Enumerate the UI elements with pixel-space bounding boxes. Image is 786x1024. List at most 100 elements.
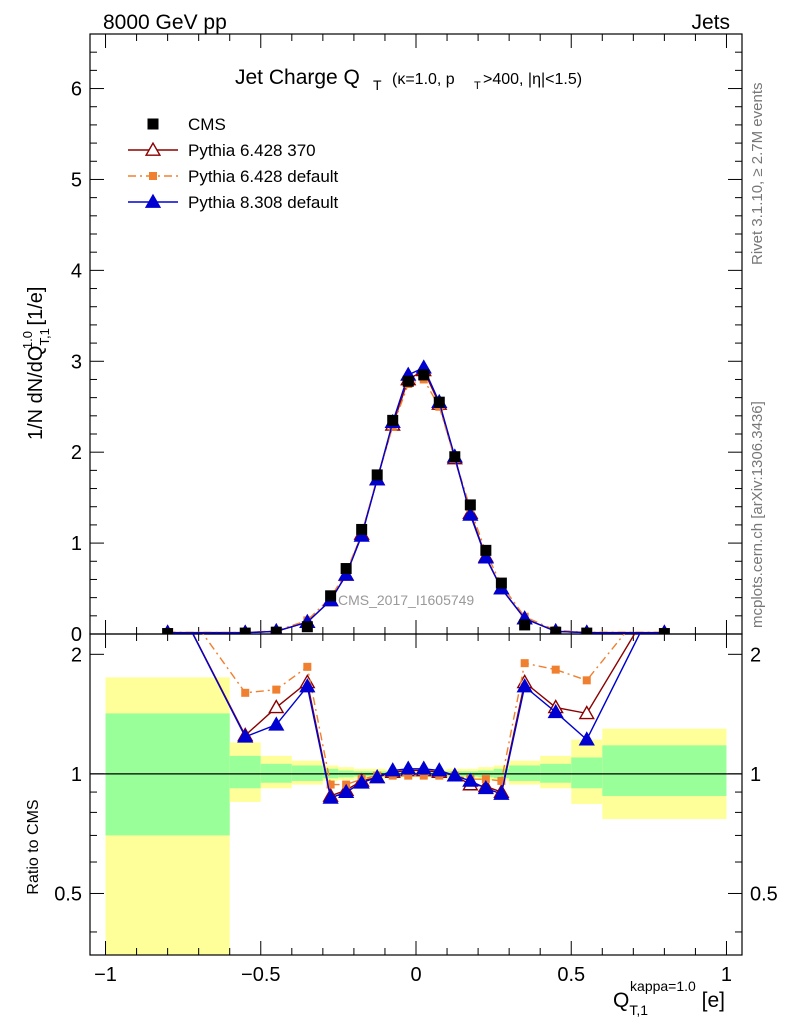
data-point-ratio [353, 774, 370, 789]
data-point-ratio [493, 785, 510, 800]
data-point-ratio [322, 789, 339, 804]
y-tick-label-ratio-right: 2 [750, 644, 761, 666]
cms-point [270, 626, 282, 634]
legend-marker [144, 193, 162, 208]
cms-point [371, 469, 383, 481]
data-point-ratio [268, 716, 285, 731]
y-tick-label-main: 3 [71, 351, 82, 373]
watermark: CMS_2017_I1605749 [338, 592, 474, 608]
uncertainty-bands [90, 677, 742, 955]
series-line-ratio [192, 634, 636, 797]
ylabel-main-unit: [1/e] [25, 287, 47, 331]
series-line-ratio [192, 634, 641, 799]
cms-point [433, 396, 445, 408]
data-point-ratio [660, 580, 668, 588]
cms-point [325, 590, 337, 602]
xlabel-text: Q [613, 989, 629, 1012]
data-point-ratio [551, 665, 560, 674]
cms-point [402, 375, 414, 387]
title-cuts: (κ=1.0, p [392, 71, 455, 88]
cms-point [449, 451, 461, 463]
ylabel-main-text: 1/N dN/dQ [25, 346, 47, 440]
y-tick-label-main: 0 [71, 624, 82, 646]
cms-point [658, 628, 670, 634]
band-inner-bin [291, 765, 323, 781]
y-axis-label-ratio: Ratio to CMS [25, 799, 42, 894]
cms-point [162, 628, 174, 634]
band-inner-bin [229, 755, 261, 789]
data-point-main [462, 506, 479, 521]
data-point-ratio [369, 769, 386, 784]
data-point-ratio [419, 771, 428, 780]
xlabel-sup: kappa=1.0 [630, 978, 696, 994]
rivet-label: Rivet 3.1.10, ≥ 2.7M events [749, 83, 766, 266]
y-tick-label-ratio-left: 0.5 [54, 883, 82, 905]
legend-entry: Pythia 6.428 370 [128, 141, 316, 160]
legend-entry: Pythia 6.428 default [128, 167, 339, 186]
x-tick-label: −1 [94, 964, 117, 986]
legend-label: Pythia 6.428 370 [188, 141, 316, 160]
cms-point [340, 563, 352, 575]
plot-title: Jet Charge Q T (κ=1.0, p T >400, |η|<1.5… [235, 66, 582, 93]
y-tick-label-main: 5 [71, 169, 82, 191]
data-point-ratio [404, 771, 413, 780]
tick-labels: −1 −0.5 0 0.5 1 0 1 2 3 4 5 6 0.5 0.5 1 1 2 2 [54, 79, 778, 986]
data-point-ratio [520, 659, 529, 668]
series-line-main [167, 366, 665, 634]
y-tick-label-main: 4 [71, 260, 82, 282]
ylabel-main-sup: 1.0 [20, 331, 35, 349]
data-point-ratio [299, 678, 316, 693]
cms-point [495, 577, 507, 589]
data-point-ratio [431, 762, 448, 777]
data-point-ratio [161, 577, 175, 589]
x-tick-label: 1 [721, 964, 732, 986]
data-point-ratio [338, 783, 355, 798]
data-point-ratio [446, 767, 463, 782]
y-tick-label-ratio-right: 0.5 [750, 883, 778, 905]
x-axis-label: QT,1 kappa=1.0 [e] [613, 978, 725, 1018]
cms-point [239, 627, 251, 634]
cms-point [356, 523, 368, 535]
cms-point [301, 621, 313, 633]
energy-label: 8000 GeV pp [103, 11, 227, 34]
ratio-series [161, 577, 671, 804]
legend-marker [144, 141, 162, 156]
data-point-ratio [582, 676, 591, 685]
data-point-ratio [161, 577, 175, 589]
legend-entry: CMS [147, 115, 226, 134]
legend-entry: Pythia 8.308 default [128, 193, 339, 212]
y-tick-label-ratio-left: 1 [71, 764, 82, 786]
data-point-main [477, 549, 494, 564]
main-series [162, 359, 670, 634]
title-main: Jet Charge Q [235, 66, 360, 89]
process-label: Jets [691, 11, 730, 34]
data-point-main [353, 527, 370, 542]
cms-point [581, 627, 593, 634]
cms-point [480, 544, 492, 556]
svg-text:QT,1kappa=1.0 [e]: QT,1 kappa=1.0 [e] [613, 978, 725, 1018]
x-tick-label: 0.5 [557, 964, 585, 986]
data-point-ratio [272, 685, 281, 694]
data-point-ratio [578, 705, 595, 720]
data-point-ratio [462, 772, 479, 787]
data-point-ratio [578, 731, 595, 746]
mcplots-label: mcplots.cern.ch [arXiv:1306.3436] [749, 401, 766, 628]
y-tick-label-main: 2 [71, 442, 82, 464]
data-point-ratio [477, 779, 494, 795]
y-tick-label-ratio-left: 2 [71, 644, 82, 666]
data-point-ratio [164, 580, 172, 588]
y-tick-label-ratio-right: 1 [750, 764, 761, 786]
xlabel-unit: [e] [696, 989, 725, 1012]
data-point-ratio [237, 728, 254, 743]
legend-marker [147, 118, 159, 130]
title-cuts-sub: T [474, 80, 481, 92]
data-point-ratio [481, 775, 490, 784]
data-point-ratio [657, 577, 671, 589]
title-main-sub: T [373, 77, 382, 93]
data-point-ratio [384, 762, 401, 777]
cms-point [550, 626, 562, 634]
data-point-main [338, 566, 355, 581]
x-tick-label: −0.5 [241, 964, 280, 986]
band-inner-bin [571, 757, 603, 789]
xlabel-sub: T,1 [629, 1002, 648, 1018]
